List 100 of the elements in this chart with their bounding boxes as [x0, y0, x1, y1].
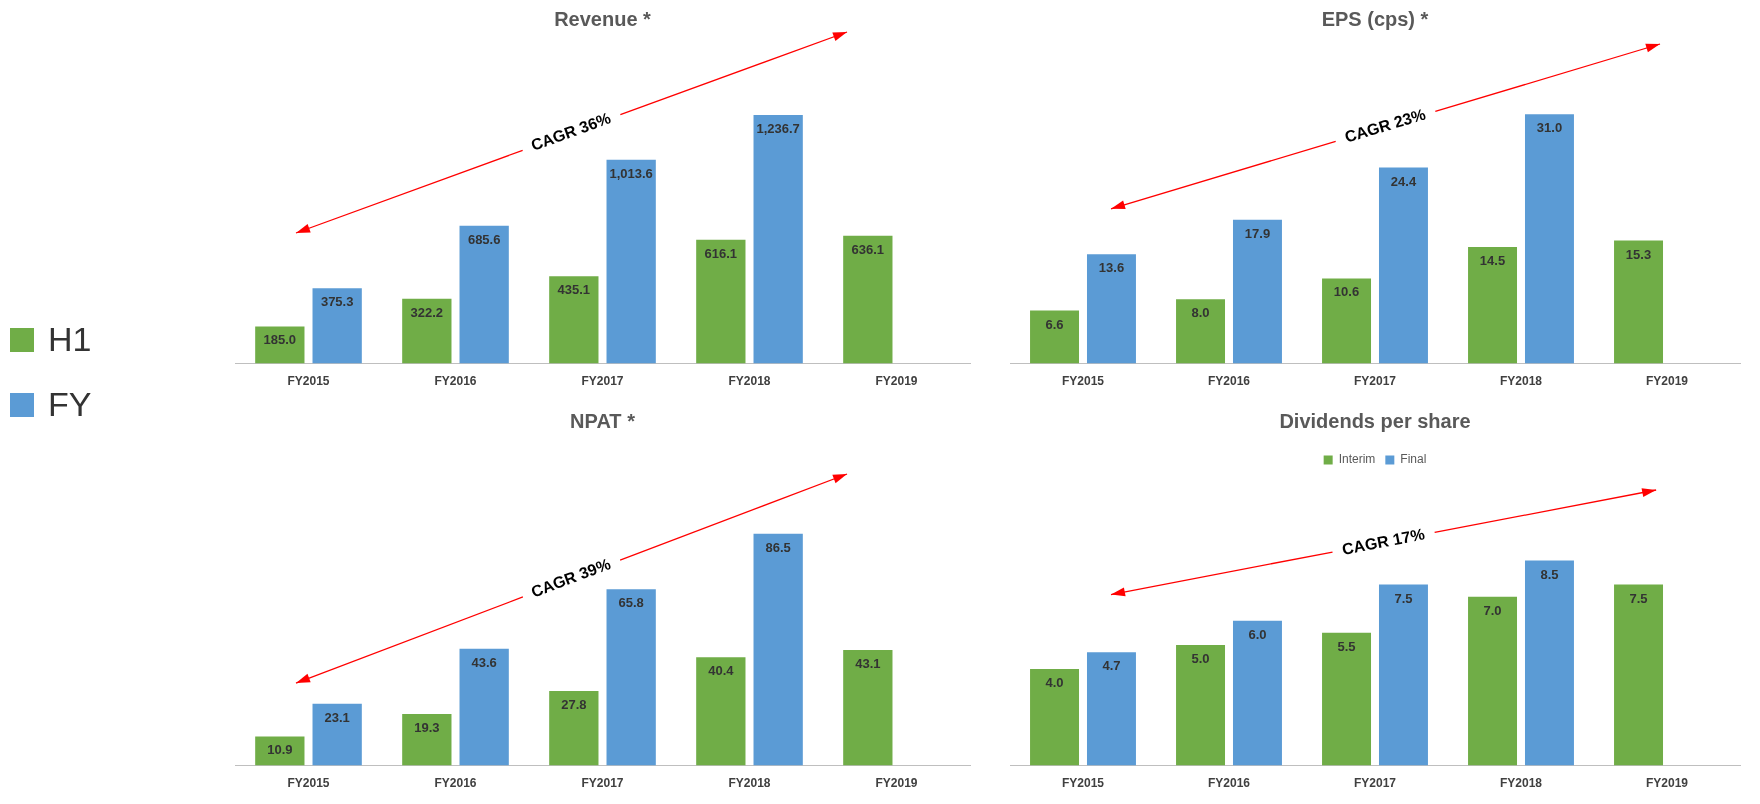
bar — [753, 533, 803, 766]
x-tick-label: FY2018 — [728, 776, 771, 791]
data-label: 31.0 — [1536, 120, 1563, 136]
x-tick-label: FY2016 — [434, 374, 477, 389]
bar — [1614, 584, 1664, 766]
x-tick-label: FY2018 — [1499, 776, 1543, 791]
annotation: CAGR 39% — [528, 555, 613, 601]
data-label: 1,236.7 — [756, 121, 800, 137]
bar — [1322, 278, 1372, 364]
legend-label: Final — [1400, 452, 1427, 467]
x-tick-label: FY2017 — [581, 776, 624, 791]
bar — [1030, 669, 1080, 766]
bar — [696, 657, 746, 766]
bar — [843, 650, 893, 766]
x-tick-label: FY2015 — [1061, 776, 1105, 791]
bar — [696, 239, 746, 364]
x-tick-label: FY2015 — [287, 776, 330, 791]
data-label: 17.9 — [1244, 225, 1271, 241]
bar — [1086, 254, 1136, 364]
data-label: 5.5 — [1337, 638, 1356, 654]
data-label: 435.1 — [557, 282, 591, 298]
legend-label: Interim — [1338, 452, 1376, 467]
bar — [1468, 247, 1518, 364]
data-label: 7.5 — [1394, 590, 1413, 606]
bar — [1322, 632, 1372, 766]
data-label: 43.1 — [855, 656, 881, 672]
data-label: 65.8 — [618, 595, 644, 611]
bar — [1378, 584, 1428, 766]
annotation: CAGR 23% — [1342, 105, 1428, 146]
x-tick-label: FY2016 — [1207, 374, 1251, 389]
x-tick-label: FY2017 — [1353, 776, 1397, 791]
data-label: 23.1 — [324, 709, 350, 725]
bar — [549, 276, 599, 364]
data-label: 6.6 — [1045, 316, 1064, 332]
x-tick-label: FY2019 — [1645, 374, 1689, 389]
bar — [753, 115, 803, 364]
bar — [1232, 620, 1282, 766]
data-label: 616.1 — [704, 245, 738, 261]
bar — [843, 235, 893, 364]
data-label: 13.6 — [1098, 260, 1125, 276]
data-label: 4.7 — [1102, 658, 1121, 674]
data-label: 10.6 — [1333, 284, 1360, 300]
bar — [606, 589, 656, 766]
data-label: 636.1 — [851, 241, 885, 257]
x-tick-label: FY2019 — [875, 374, 918, 389]
chart-title: Dividends per share — [1279, 409, 1471, 432]
legend-label: H1 — [48, 320, 92, 359]
data-label: 10.9 — [267, 742, 293, 758]
bar — [549, 691, 599, 766]
x-tick-label: FY2015 — [287, 374, 330, 389]
bar — [1614, 240, 1664, 364]
x-tick-label: FY2016 — [434, 776, 477, 791]
legend-label: FY — [48, 385, 92, 424]
data-label: 7.5 — [1629, 590, 1648, 606]
x-tick-label: FY2019 — [1645, 776, 1689, 791]
bar — [606, 159, 656, 364]
data-label: 8.5 — [1540, 566, 1559, 582]
data-label: 15.3 — [1625, 246, 1652, 262]
data-label: 86.5 — [765, 539, 791, 555]
x-tick-label: FY2016 — [1207, 776, 1251, 791]
bar — [1176, 299, 1226, 364]
x-tick-label: FY2019 — [875, 776, 918, 791]
bar — [1232, 219, 1282, 364]
data-label: 43.6 — [471, 654, 497, 670]
x-tick-label: FY2018 — [1499, 374, 1543, 389]
data-label: 40.4 — [708, 663, 735, 679]
bar — [312, 288, 362, 364]
data-label: 4.0 — [1045, 675, 1064, 691]
data-label: 685.6 — [467, 231, 501, 247]
x-tick-label: FY2018 — [728, 374, 771, 389]
bar — [1378, 167, 1428, 364]
bar — [459, 225, 509, 364]
bar — [402, 713, 452, 766]
bar — [459, 648, 509, 766]
text: CAGR 17% — [1340, 525, 1426, 558]
bar — [1524, 114, 1574, 364]
chart-title: NPAT * — [570, 409, 636, 432]
bar — [312, 703, 362, 766]
data-label: 322.2 — [410, 304, 444, 320]
data-label: 7.0 — [1483, 602, 1502, 618]
chart-title: EPS (cps) * — [1321, 7, 1429, 30]
x-tick-label: FY2017 — [1353, 374, 1397, 389]
bar — [1524, 560, 1574, 766]
x-tick-label: FY2017 — [581, 374, 624, 389]
data-label: 5.0 — [1191, 651, 1210, 667]
bar — [1030, 310, 1080, 364]
annotation: CAGR 36% — [528, 109, 613, 154]
bar — [1086, 652, 1136, 766]
data-label: 185.0 — [263, 332, 297, 348]
bar — [402, 298, 452, 364]
chart-title: Revenue * — [554, 7, 652, 30]
data-label: 8.0 — [1191, 305, 1210, 321]
data-label: 14.5 — [1479, 253, 1506, 269]
data-label: 375.3 — [320, 294, 354, 310]
x-tick-label: FY2015 — [1061, 374, 1105, 389]
data-label: 19.3 — [414, 719, 440, 735]
data-label: 24.4 — [1390, 173, 1417, 189]
bar — [1468, 596, 1518, 766]
data-label: 1,013.6 — [609, 165, 653, 181]
data-label: 6.0 — [1248, 626, 1267, 642]
